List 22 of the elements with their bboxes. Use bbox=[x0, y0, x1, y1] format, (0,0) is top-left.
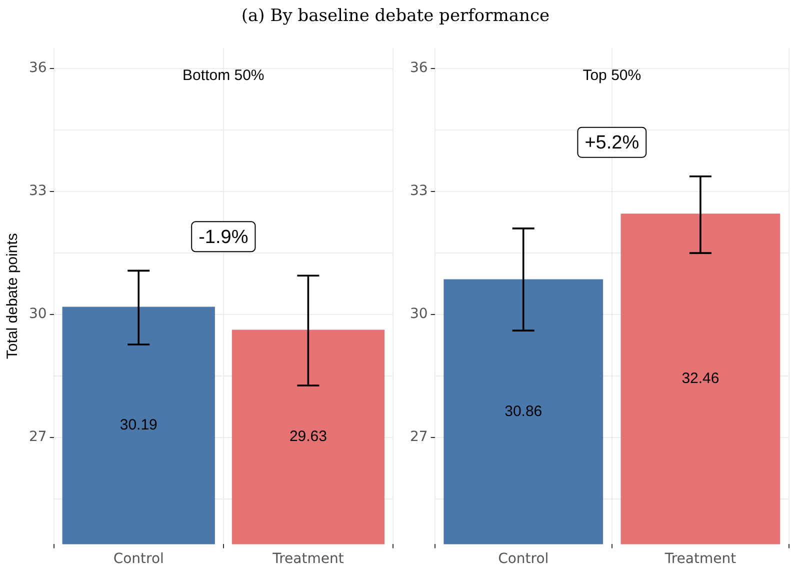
data-label: 29.63 bbox=[289, 428, 327, 446]
data-label: 30.86 bbox=[504, 402, 542, 420]
chart-title: (a) By baseline debate performance bbox=[240, 6, 551, 26]
y-tick-label: 36 bbox=[410, 60, 428, 76]
annotation: -1.9% bbox=[198, 226, 248, 248]
y-tick-label: 33 bbox=[410, 183, 428, 200]
x-tick-label: Treatment bbox=[272, 551, 344, 568]
y-tick-label: 30 bbox=[28, 306, 47, 322]
x-tick-label: Control bbox=[498, 551, 549, 568]
y-tick-label: 33 bbox=[28, 183, 47, 200]
y-tick-label: 30 bbox=[410, 306, 428, 322]
y-tick-label: 27 bbox=[410, 429, 428, 446]
annotation: +5.2% bbox=[584, 132, 640, 154]
y-tick-label: 36 bbox=[28, 60, 47, 76]
text: Bottom 50% bbox=[182, 67, 264, 84]
data-label: 32.46 bbox=[682, 370, 720, 388]
x-tick-label: Treatment bbox=[664, 551, 737, 568]
y-axis-title: Total debate points bbox=[4, 233, 22, 360]
y-tick-label: 27 bbox=[28, 429, 47, 446]
text: Top 50% bbox=[582, 67, 642, 84]
x-tick-label: Control bbox=[113, 551, 164, 568]
data-label: 30.19 bbox=[120, 416, 158, 434]
